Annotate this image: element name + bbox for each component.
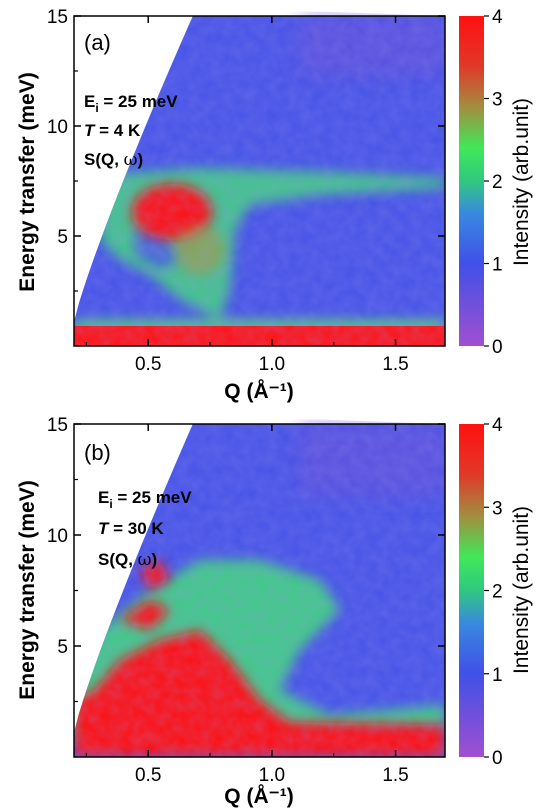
panel-a-colorbar [459,16,484,346]
panel-b-temperature: T = 30 K [98,519,164,538]
colorbar-tick-label: 0 [492,337,503,358]
panel-a-noise [74,16,445,346]
y-tick-label: 15 [47,415,68,436]
y-tick-label: 10 [47,526,68,547]
colorbar-tick-label: 1 [492,665,503,686]
panel-b-colorbar-ticks: 0 1 2 3 4 [484,415,503,769]
panel-a-temperature: T = 4 K [84,121,141,140]
panel-b-sqw: S(Q, ω) [98,550,157,570]
panel-b-heatmap [74,424,445,757]
colorbar-tick-label: 3 [492,498,503,519]
colorbar-tick-label: 4 [492,415,503,436]
colorbar-tick-label: 4 [492,7,503,28]
colorbar-tick-label: 0 [492,748,503,769]
y-tick-label: 15 [47,7,68,28]
panel-b-label: (b) [84,440,111,465]
panel-b-axes: 0.5 1.0 1.5 5 10 15 [47,415,445,786]
panel-a-colorbar-ticks: 0 1 2 3 4 [484,7,503,358]
panel-a-axes: 0.5 1.0 1.5 5 10 15 [47,7,445,375]
panel-a-label: (a) [84,30,111,55]
panel-b-noise [74,424,445,757]
panel-b-colorbar [459,424,484,757]
x-tick-label: 1.5 [382,765,408,786]
panel-a-heatmap [74,16,445,346]
panel-a-ei: Ei = 25 meV [84,92,178,115]
colorbar-tick-label: 2 [492,172,503,193]
panel-b-colorbar-label: Intensity (arb.unit) [510,506,533,674]
x-tick-label: 0.5 [135,354,161,375]
x-tick-label: 1.5 [382,354,408,375]
panel-a-xlabel: Q (Å⁻¹) [224,379,293,403]
panel-b-ei: Ei = 25 meV [98,488,192,511]
y-tick-label: 10 [47,117,68,138]
colorbar-tick-label: 2 [492,582,503,603]
x-tick-label: 1.0 [259,354,285,375]
panel-a-sqw: S(Q, ω) [84,150,143,170]
y-tick-label: 5 [57,637,68,658]
panel-a-ylabel: Energy transfer (meV) [16,72,39,291]
panel-b-ylabel: Energy transfer (meV) [16,480,39,699]
panel-b-xlabel: Q (Å⁻¹) [224,784,293,808]
panel-a-colorbar-label: Intensity (arb.unit) [510,98,533,266]
y-tick-label: 5 [57,227,68,248]
colorbar-tick-label: 3 [492,90,503,111]
x-tick-label: 1.0 [259,765,285,786]
x-tick-label: 0.5 [135,765,161,786]
colorbar-tick-label: 1 [492,255,503,276]
